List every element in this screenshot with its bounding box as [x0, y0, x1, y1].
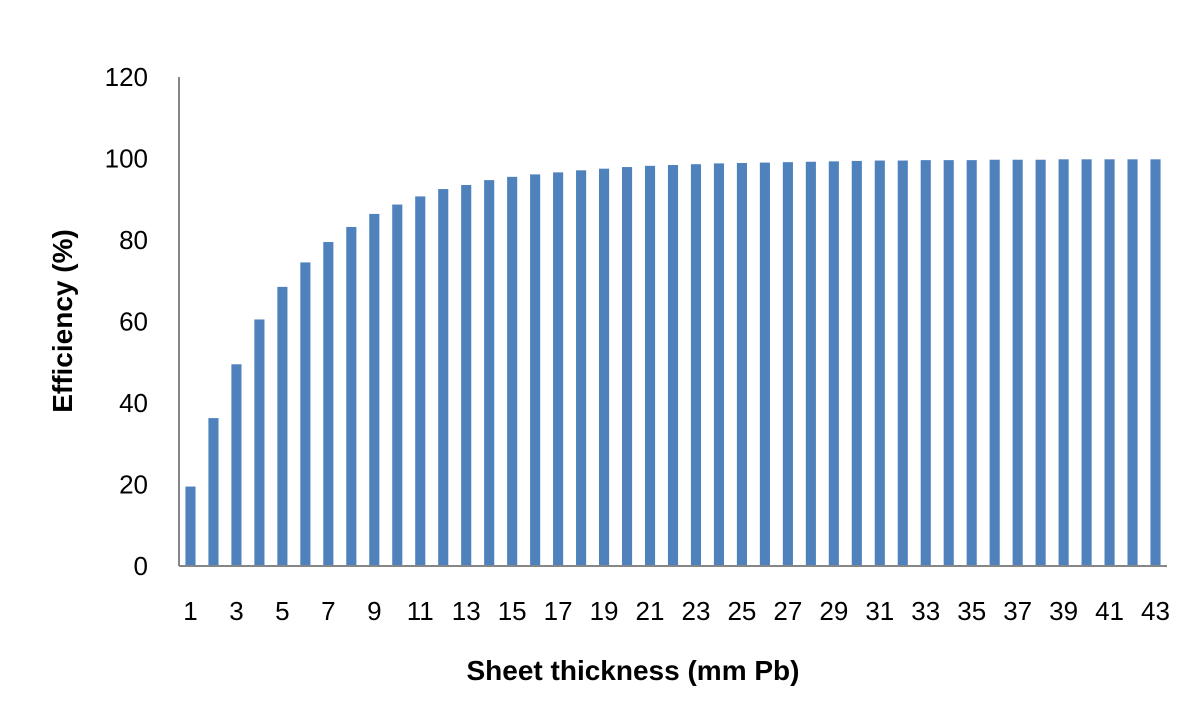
x-axis-title: Sheet thickness (mm Pb)	[467, 655, 800, 686]
y-tick-label: 20	[119, 470, 148, 500]
bar	[484, 180, 495, 566]
y-tick-label: 0	[134, 551, 148, 581]
bar	[943, 160, 954, 566]
bar	[323, 242, 334, 567]
x-tick-label: 31	[865, 596, 894, 626]
bar	[369, 213, 380, 567]
bar	[208, 418, 219, 566]
bar	[599, 168, 610, 566]
y-tick-label: 80	[119, 225, 148, 255]
bar	[851, 160, 862, 566]
bar	[1150, 159, 1161, 566]
x-tick-label: 9	[367, 596, 381, 626]
bar	[1012, 159, 1023, 566]
x-tick-label: 27	[773, 596, 802, 626]
x-tick-label: 7	[321, 596, 335, 626]
x-tick-label: 23	[682, 596, 711, 626]
bar	[1104, 159, 1115, 566]
bar	[690, 164, 702, 566]
bar	[759, 162, 770, 566]
bar	[1081, 159, 1092, 566]
bar	[277, 286, 288, 566]
bar	[1035, 159, 1046, 566]
bar	[1127, 159, 1138, 566]
bar	[713, 163, 725, 566]
bars-group	[185, 159, 1161, 567]
bar	[346, 226, 357, 566]
bar	[874, 160, 885, 567]
x-tick-label: 19	[590, 596, 619, 626]
bar	[392, 204, 403, 567]
bar	[782, 162, 793, 567]
x-tick-label: 39	[1049, 596, 1078, 626]
x-tick-label: 29	[819, 596, 848, 626]
x-tick-label: 5	[275, 596, 289, 626]
y-tick-label: 100	[105, 144, 148, 174]
x-tick-label: 21	[636, 596, 665, 626]
bar	[530, 174, 541, 566]
x-tick-label: 35	[957, 596, 986, 626]
y-tick-labels: 0 20 40 60 80 100 120	[105, 62, 148, 581]
bar	[1058, 159, 1069, 566]
y-axis-title: Efficiency (%)	[47, 229, 78, 413]
bar	[576, 170, 587, 566]
bar	[185, 486, 196, 566]
y-tick-label: 120	[105, 62, 148, 92]
bar	[553, 172, 564, 567]
x-tick-labels: 1 3 5 7 9 11 13 15 17 19 21 23 25 27 29 31 33 35 37 39 41 43	[183, 596, 1170, 626]
bar	[507, 176, 518, 566]
x-tick-label: 17	[544, 596, 573, 626]
bar	[300, 262, 311, 566]
x-tick-label: 1	[183, 596, 197, 626]
bar	[966, 160, 977, 566]
x-tick-label: 37	[1003, 596, 1032, 626]
bar	[805, 161, 816, 566]
y-tick-label: 40	[119, 388, 148, 418]
bar	[736, 162, 747, 567]
bar	[231, 364, 242, 566]
bar	[621, 167, 633, 566]
bar	[667, 165, 679, 566]
bar	[415, 196, 426, 566]
x-tick-label: 43	[1141, 596, 1170, 626]
bar	[828, 161, 839, 566]
x-tick-label: 15	[498, 596, 527, 626]
y-tick-label: 60	[119, 307, 148, 337]
bar	[644, 165, 656, 566]
x-tick-label: 25	[727, 596, 756, 626]
x-tick-label: 41	[1095, 596, 1124, 626]
bar	[920, 160, 931, 566]
bar	[897, 160, 908, 567]
bar	[989, 159, 1000, 566]
x-tick-label: 3	[229, 596, 243, 626]
x-tick-label: 33	[911, 596, 940, 626]
bar	[254, 319, 265, 566]
x-tick-label: 13	[452, 596, 481, 626]
x-tick-label: 11	[407, 596, 434, 626]
bar	[438, 189, 449, 566]
bar	[461, 184, 472, 567]
